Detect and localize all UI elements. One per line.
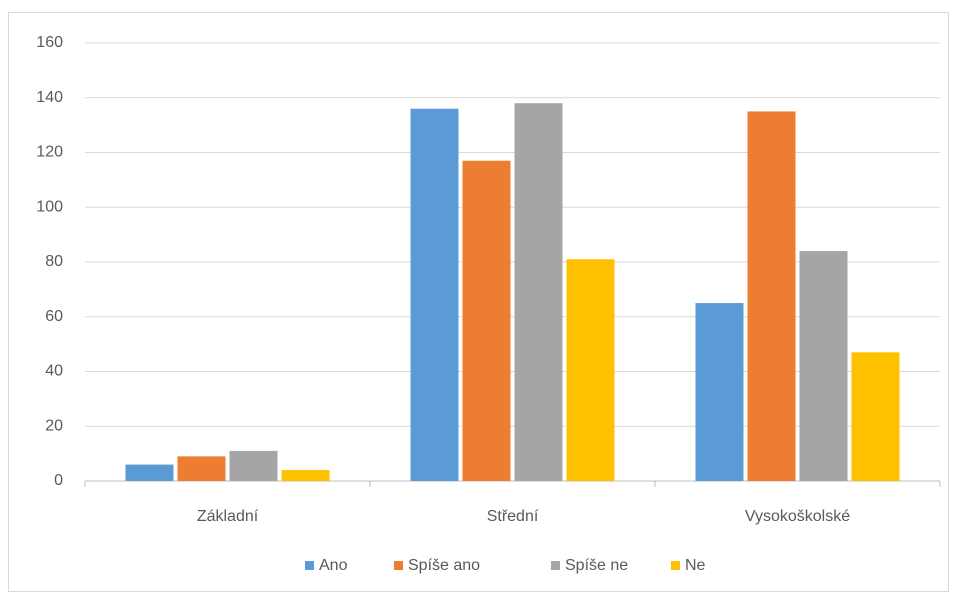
legend-swatch <box>671 561 680 570</box>
legend-label: Ne <box>685 557 706 574</box>
bar <box>462 160 511 481</box>
bar <box>566 259 615 481</box>
bar <box>125 464 174 481</box>
y-tick-label: 60 <box>45 308 63 325</box>
y-tick-label: 160 <box>36 34 63 51</box>
y-tick-label: 100 <box>36 198 63 215</box>
x-tick-label: Základní <box>197 508 259 525</box>
legend-label: Spíše ne <box>565 557 628 574</box>
y-tick-label: 120 <box>36 144 63 161</box>
y-tick-label: 0 <box>54 472 63 489</box>
bar <box>851 352 900 481</box>
legend-swatch <box>305 561 314 570</box>
bar <box>695 303 744 481</box>
legend-swatch <box>551 561 560 570</box>
x-tick-label: Vysokoškolské <box>745 508 850 525</box>
bar <box>747 111 796 481</box>
bar <box>281 470 330 481</box>
y-tick-label: 140 <box>36 89 63 106</box>
bar <box>229 450 278 481</box>
legend-swatch <box>394 561 403 570</box>
bar <box>514 103 563 481</box>
y-tick-label: 40 <box>45 363 63 380</box>
y-tick-label: 20 <box>45 417 63 434</box>
bar <box>410 108 459 481</box>
legend-label: Ano <box>319 557 348 574</box>
y-tick-label: 80 <box>45 253 63 270</box>
legend-label: Spíše ano <box>408 557 480 574</box>
bar <box>177 456 226 481</box>
bar <box>799 251 848 481</box>
x-tick-label: Střední <box>487 508 539 525</box>
